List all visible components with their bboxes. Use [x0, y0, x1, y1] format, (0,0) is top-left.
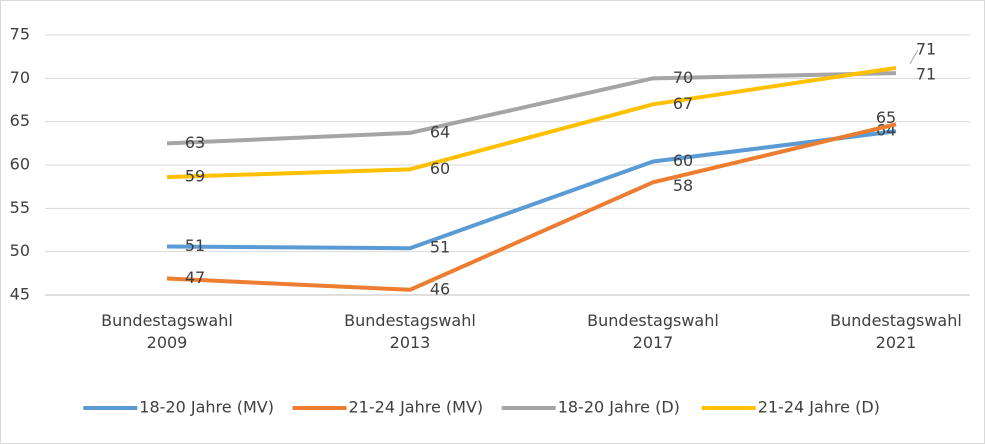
y-tick-label: 65: [10, 111, 30, 130]
data-label: 51: [185, 236, 205, 255]
data-label: 71: [916, 65, 936, 84]
y-tick-label: 70: [10, 68, 30, 87]
y-tick-label: 50: [10, 241, 30, 260]
x-tick-label: Bundestagswahl 2013: [344, 311, 476, 352]
series-line: [166, 71, 897, 146]
leader-line: [909, 49, 919, 65]
data-label: 71: [916, 39, 936, 58]
data-label: 64: [430, 122, 450, 141]
data-label: 58: [673, 176, 693, 195]
data-label: 59: [185, 167, 205, 186]
legend-label: 21-24 Jahre (MV): [349, 398, 484, 417]
y-tick-label: 75: [10, 25, 30, 44]
y-tick-label: 45: [10, 285, 30, 304]
data-label: 67: [673, 94, 693, 113]
data-label: 60: [673, 151, 693, 170]
x-tick-label: Bundestagswahl 2009: [101, 311, 233, 352]
legend-label: 18-20 Jahre (D): [558, 398, 680, 417]
x-tick-label: Bundestagswahl 2021: [830, 311, 962, 352]
data-label: 60: [430, 159, 450, 178]
legend-label: 18-20 Jahre (MV): [139, 398, 274, 417]
data-label: 51: [430, 238, 450, 257]
data-label: 63: [185, 133, 205, 152]
data-label: 46: [430, 279, 450, 298]
y-tick-label: 55: [10, 198, 30, 217]
series-line: [166, 122, 897, 292]
data-label: 47: [185, 268, 205, 287]
x-tick-label: Bundestagswahl 2017: [587, 311, 719, 352]
legend-label: 21-24 Jahre (D): [758, 398, 880, 417]
data-label: 70: [673, 68, 693, 87]
series-line: [166, 129, 897, 251]
data-label: 65: [876, 108, 896, 127]
series-line: [166, 65, 897, 180]
y-tick-label: 60: [10, 155, 30, 174]
